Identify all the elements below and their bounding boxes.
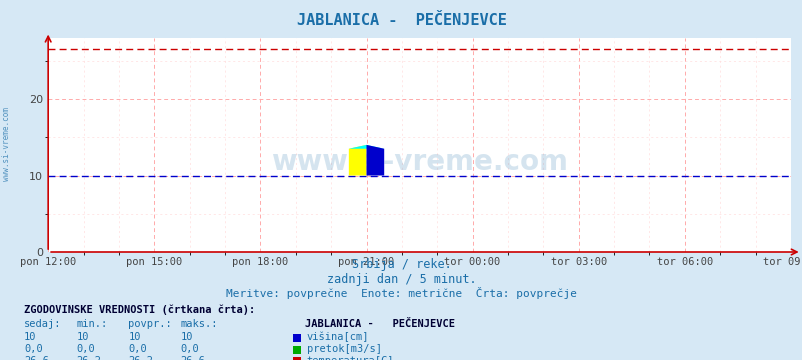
Text: 0,0: 0,0 xyxy=(180,344,199,354)
Text: pretok[m3/s]: pretok[m3/s] xyxy=(306,344,381,354)
Text: zadnji dan / 5 minut.: zadnji dan / 5 minut. xyxy=(326,273,476,285)
Text: 0,0: 0,0 xyxy=(128,344,147,354)
Text: 26,6: 26,6 xyxy=(24,356,49,360)
Text: 10: 10 xyxy=(180,332,193,342)
Text: 26,2: 26,2 xyxy=(128,356,153,360)
Text: Srbija / reke.: Srbija / reke. xyxy=(351,258,451,271)
Text: 26,2: 26,2 xyxy=(76,356,101,360)
Polygon shape xyxy=(348,145,366,175)
Text: JABLANICA -   PEČENJEVCE: JABLANICA - PEČENJEVCE xyxy=(305,319,455,329)
Text: povpr.:: povpr.: xyxy=(128,319,172,329)
Text: JABLANICA -  PEČENJEVCE: JABLANICA - PEČENJEVCE xyxy=(296,13,506,28)
Text: maks.:: maks.: xyxy=(180,319,218,329)
Text: 10: 10 xyxy=(76,332,89,342)
Text: temperatura[C]: temperatura[C] xyxy=(306,356,394,360)
Polygon shape xyxy=(366,145,383,175)
Polygon shape xyxy=(348,145,383,149)
Text: ZGODOVINSKE VREDNOSTI (črtkana črta):: ZGODOVINSKE VREDNOSTI (črtkana črta): xyxy=(24,305,255,315)
Text: sedaj:: sedaj: xyxy=(24,319,62,329)
Text: min.:: min.: xyxy=(76,319,107,329)
Text: www.si-vreme.com: www.si-vreme.com xyxy=(2,107,11,181)
Text: 26,6: 26,6 xyxy=(180,356,205,360)
Text: 10: 10 xyxy=(24,332,37,342)
Text: www.si-vreme.com: www.si-vreme.com xyxy=(271,148,567,176)
Text: višina[cm]: višina[cm] xyxy=(306,332,369,342)
Text: 0,0: 0,0 xyxy=(76,344,95,354)
Text: 0,0: 0,0 xyxy=(24,344,43,354)
Text: 10: 10 xyxy=(128,332,141,342)
Text: Meritve: povprečne  Enote: metrične  Črta: povprečje: Meritve: povprečne Enote: metrične Črta:… xyxy=(225,287,577,299)
